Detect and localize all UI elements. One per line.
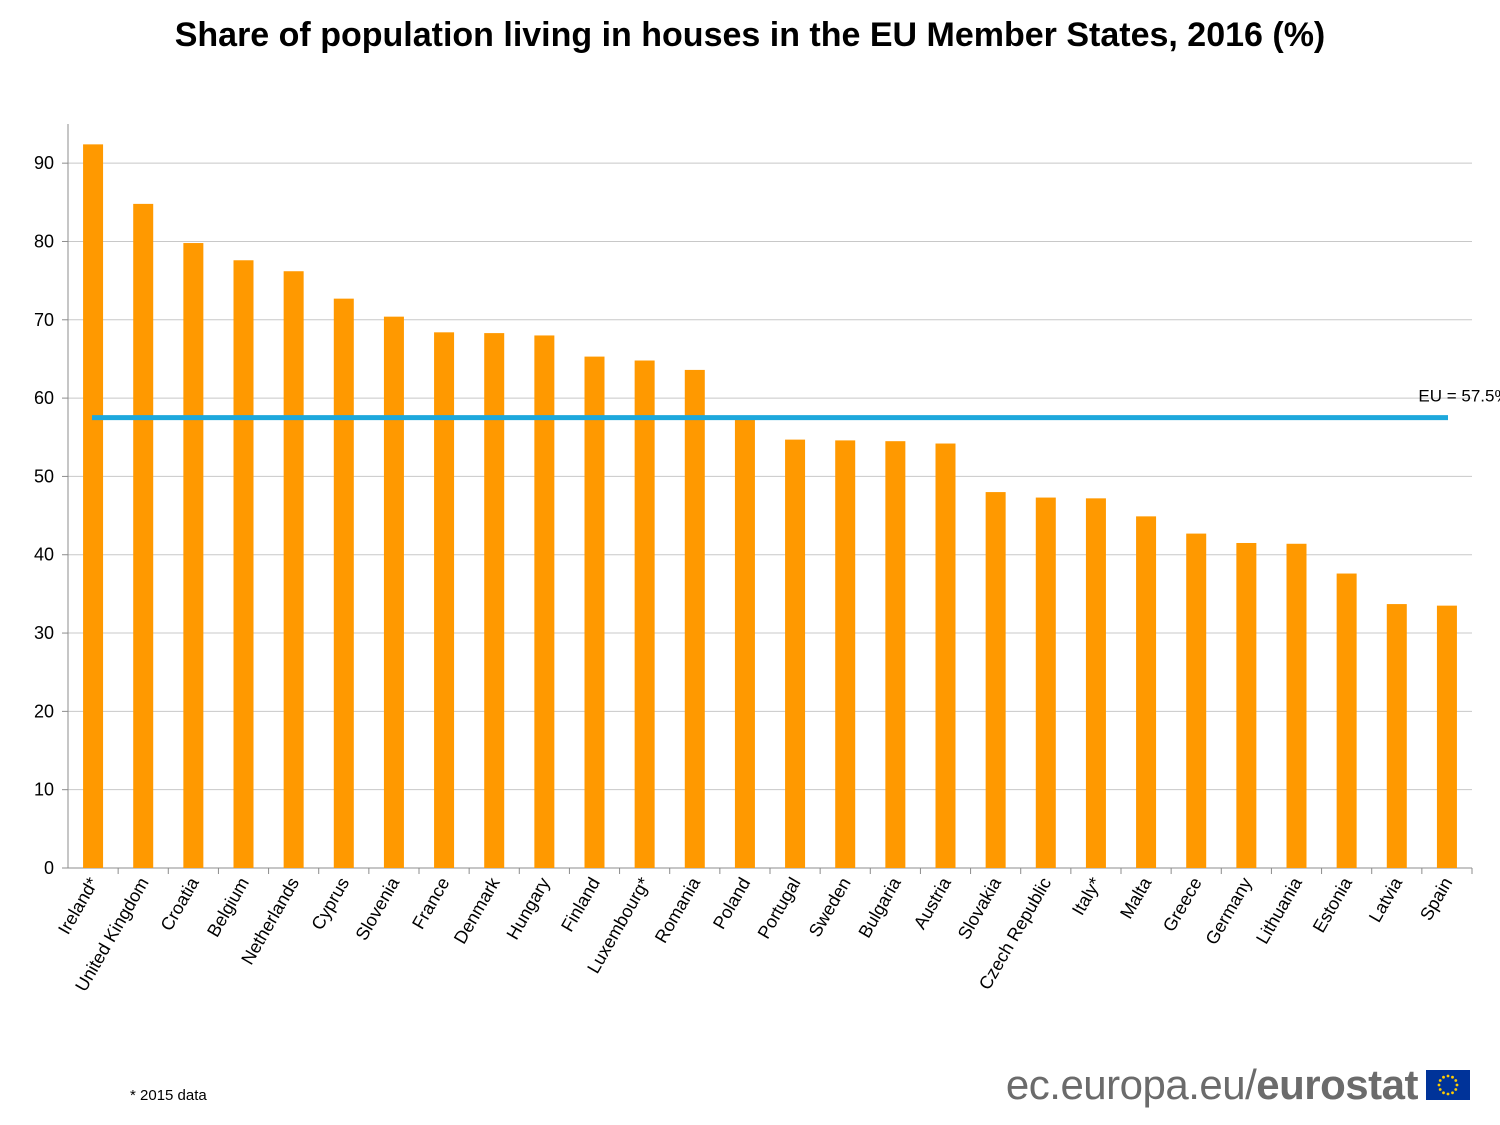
bar [634,360,655,868]
y-tick-label: 30 [34,623,54,643]
flag-star [1438,1088,1442,1091]
x-tick-label: Poland [709,874,754,933]
bar [1236,542,1257,868]
bar [985,492,1006,868]
bar [333,298,354,869]
x-tick-label: Slovenia [352,873,404,944]
x-tick-label: France [408,874,453,933]
eu-average-label: EU = 57.5% [1418,387,1500,406]
bar [935,443,956,868]
bar [484,333,505,868]
flag-star [1437,1083,1441,1087]
flag-star [1454,1079,1458,1082]
x-tick-label: Portugal [754,874,805,942]
flag-star [1438,1079,1442,1082]
x-tick-label: Romania [651,873,705,946]
flag-star [1454,1088,1458,1091]
bar [133,203,154,869]
bar [1186,533,1207,868]
bar [835,440,856,868]
y-tick-label: 0 [44,858,54,878]
bar-chart: 0 10 20 30 40 50 60 70 80 90 EU = 57.5% Ireland*U… [34,124,1500,995]
y-tick-label: 50 [34,466,54,486]
y-tick-label: 10 [34,780,54,800]
x-axis-labels: Ireland*United Kingdom Croatia BelgiumNeth… [54,873,1456,995]
x-tick-label: Lithuania [1252,873,1306,947]
bar [1436,605,1457,868]
flag-star [1446,1074,1450,1078]
bar [183,243,204,869]
x-tick-label: Latvia [1365,873,1407,925]
logo-domain-text: ec.europa.eu/ [1005,1061,1257,1108]
bar [1085,498,1106,868]
x-tick-label: Hungary [502,874,553,943]
bar [534,335,555,868]
x-tick-label: Cyprus [307,874,353,933]
bar [283,271,304,869]
logo-brand-text: eurostat [1256,1061,1418,1108]
bar [1386,604,1407,868]
flag-star [1451,1075,1454,1079]
bar [1286,543,1307,868]
x-tick-label: Germany [1201,874,1255,948]
x-tick-label: Malta [1116,873,1156,922]
y-tick-label: 20 [34,701,54,721]
y-tick-label: 80 [34,231,54,251]
bar [434,332,455,868]
flag-star [1442,1075,1445,1079]
x-tick-label: Estonia [1309,873,1357,936]
x-tick-label: Italy* [1068,874,1105,919]
y-tick-label: 90 [34,153,54,173]
y-tick-label: 60 [34,388,54,408]
x-tick-label: Austria [910,873,956,932]
y-tick-label: 40 [34,545,54,565]
bar [885,441,906,868]
footnote: * 2015 data [130,1087,207,1104]
bar [383,316,404,868]
flag-star [1446,1092,1450,1096]
flag-star [1442,1091,1445,1095]
chart-title: Share of population living in houses in … [174,16,1326,54]
flag-star [1451,1091,1454,1095]
eurostat-logo[interactable]: ec.europa.eu/ eurostat [1006,1060,1470,1110]
bar [1336,573,1357,868]
x-tick-label: Belgium [203,874,253,940]
x-tick-label: Bulgaria [854,873,905,941]
eu-average-line-group: EU = 57.5% [92,387,1500,421]
x-tick-label: Denmark [450,873,504,947]
bar [584,356,605,868]
x-tick-label: Croatia [156,873,203,934]
gridlines [68,162,1472,791]
x-tick-label: Slovakia [954,873,1006,943]
bar [83,144,104,868]
x-tick-label: Spain [1416,874,1456,924]
flag-star [1455,1083,1459,1087]
bar [684,369,705,868]
x-tick-label: Ireland* [54,874,102,938]
bar [233,260,254,868]
x-tick-label: Greece [1159,874,1206,935]
bar [734,418,755,868]
y-tick-label: 70 [34,310,54,330]
x-tick-label: Finland [557,874,604,935]
bars [83,144,1457,869]
x-tick-label: Sweden [805,874,855,940]
bar [1035,497,1056,868]
bar [1136,516,1157,868]
eu-flag-icon [1426,1070,1470,1100]
bar [785,439,806,868]
